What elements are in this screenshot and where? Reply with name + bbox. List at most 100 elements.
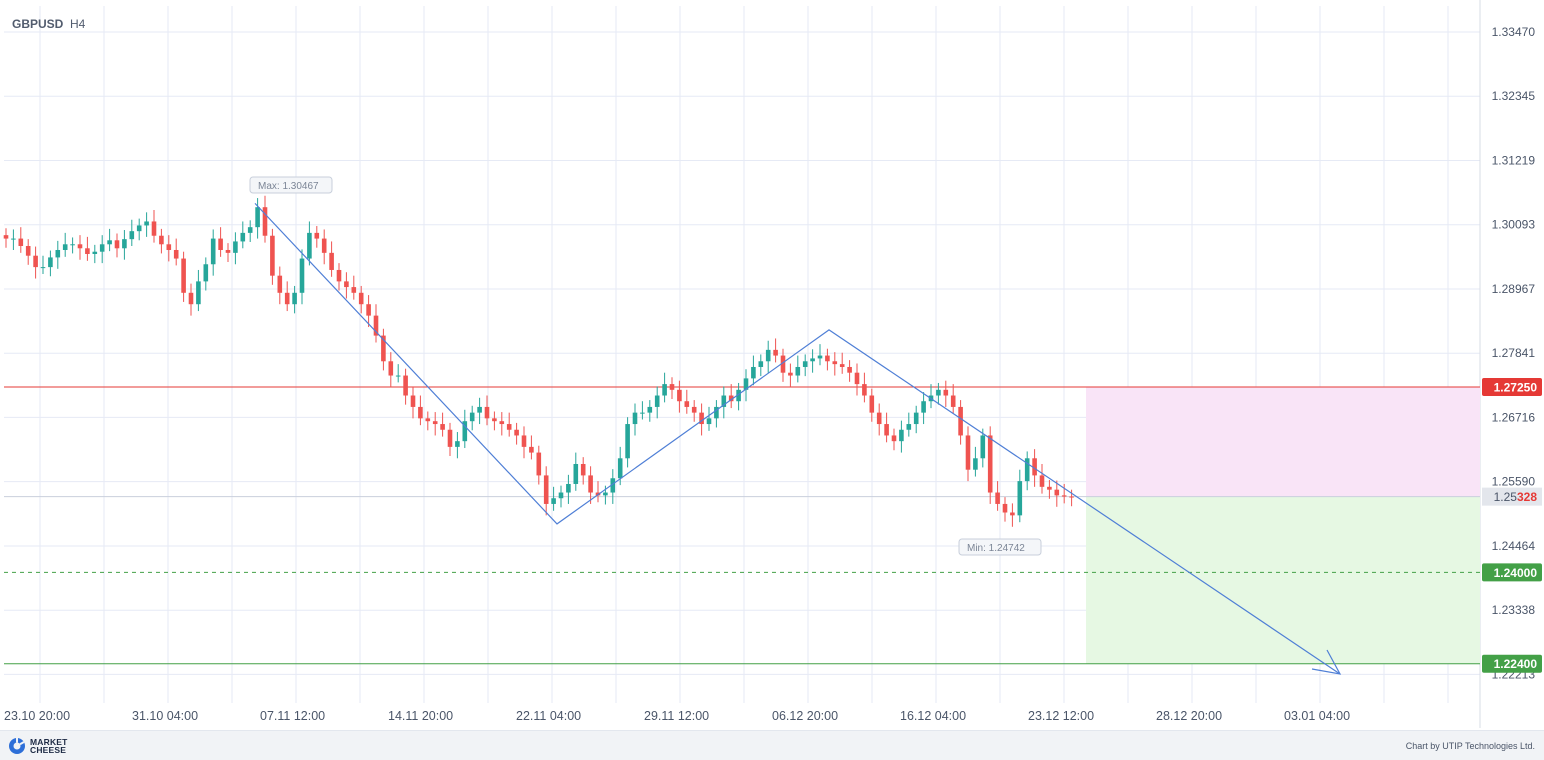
candle — [728, 384, 734, 409]
candle-body — [691, 406, 697, 413]
candle — [1069, 489, 1074, 507]
level-price-badge: 1.24000 — [1482, 563, 1542, 582]
candle-body — [233, 241, 238, 253]
candle — [662, 372, 667, 403]
candle — [980, 428, 986, 468]
candle-body — [884, 424, 889, 436]
candle — [33, 246, 38, 279]
candle — [203, 257, 209, 291]
candle-body — [351, 287, 357, 293]
candle — [484, 395, 490, 426]
candle-body — [1017, 481, 1023, 516]
candle — [884, 412, 889, 443]
time-tick-label: 03.01 04:00 — [1284, 709, 1350, 723]
price-tick-label: 1.27841 — [1492, 346, 1536, 360]
candle — [55, 240, 61, 269]
candle — [625, 417, 630, 468]
candle — [395, 364, 401, 383]
candle-body — [48, 257, 53, 268]
symbol-label: GBPUSD — [12, 17, 64, 31]
candle-body — [270, 235, 275, 276]
candle-body — [144, 221, 149, 226]
candle — [751, 355, 756, 386]
candle — [847, 360, 852, 382]
annotation-box — [249, 176, 333, 194]
candle — [277, 266, 283, 305]
candle — [492, 411, 497, 431]
candle — [514, 422, 519, 445]
candle — [950, 384, 956, 414]
chart-grid — [4, 0, 1481, 728]
time-tick-label: 06.12 20:00 — [772, 709, 838, 723]
candle-body — [802, 361, 808, 367]
candle-body — [943, 389, 949, 396]
candle — [159, 228, 164, 254]
candle — [899, 420, 904, 453]
candle — [432, 412, 438, 436]
candle-body — [344, 281, 349, 288]
market-cheese-logo[interactable]: MARKET CHEESE — [8, 737, 90, 755]
candle — [839, 352, 845, 374]
candle — [403, 368, 408, 405]
candle — [987, 426, 993, 504]
candle-body — [965, 435, 971, 470]
price-tick-label: 1.23338 — [1492, 603, 1536, 617]
candle — [943, 380, 949, 407]
candle-body — [973, 458, 978, 470]
candle-body — [210, 238, 216, 265]
candle-body — [188, 292, 194, 305]
zigzag-trendline — [254, 202, 1342, 675]
candle — [825, 348, 830, 371]
candle-body — [1002, 503, 1008, 513]
candle — [373, 304, 379, 343]
candle-body — [906, 424, 912, 430]
candle — [817, 344, 823, 366]
candle-body — [366, 304, 371, 316]
candle — [876, 403, 882, 436]
candle — [973, 446, 978, 477]
candle — [536, 445, 542, 485]
time-tick-label: 23.10 20:00 — [4, 709, 70, 723]
candle-body — [196, 281, 201, 305]
candle-body — [299, 258, 305, 293]
candle-body — [462, 421, 468, 442]
candle-body — [950, 395, 956, 407]
candle-body — [492, 418, 497, 422]
candle — [773, 338, 778, 363]
candle-body — [773, 349, 778, 356]
candle-body — [677, 389, 682, 402]
candle-body — [795, 366, 801, 376]
candle-body — [936, 389, 941, 396]
candle-body — [640, 412, 645, 414]
price-suffix: 328 — [1517, 490, 1537, 504]
candle-body — [743, 378, 749, 390]
candle — [1039, 463, 1045, 494]
candle — [48, 250, 53, 277]
candle-body — [899, 429, 904, 442]
candle-body — [632, 412, 638, 425]
candle-body — [913, 412, 919, 425]
candle-body — [18, 238, 24, 246]
candle — [225, 243, 231, 262]
candle — [270, 228, 275, 285]
candlestick-series — [3, 195, 1074, 527]
risk-reward-zones — [4, 386, 1480, 664]
candle-body — [240, 232, 246, 242]
candle — [543, 466, 549, 516]
candle-body — [588, 475, 593, 493]
price-levels — [4, 386, 1480, 665]
annotation-text: Min: 1.24742 — [967, 543, 1025, 554]
candle — [1047, 479, 1052, 499]
candle — [1017, 469, 1023, 523]
candle-body — [321, 238, 327, 253]
candle-body — [181, 258, 186, 293]
candle-body — [418, 406, 423, 419]
candle — [469, 405, 475, 431]
candle — [314, 226, 320, 248]
candle-body — [277, 275, 283, 293]
candle — [506, 412, 512, 437]
candle-body — [751, 366, 756, 379]
time-tick-label: 29.11 12:00 — [644, 709, 709, 723]
candle-body — [151, 221, 157, 236]
